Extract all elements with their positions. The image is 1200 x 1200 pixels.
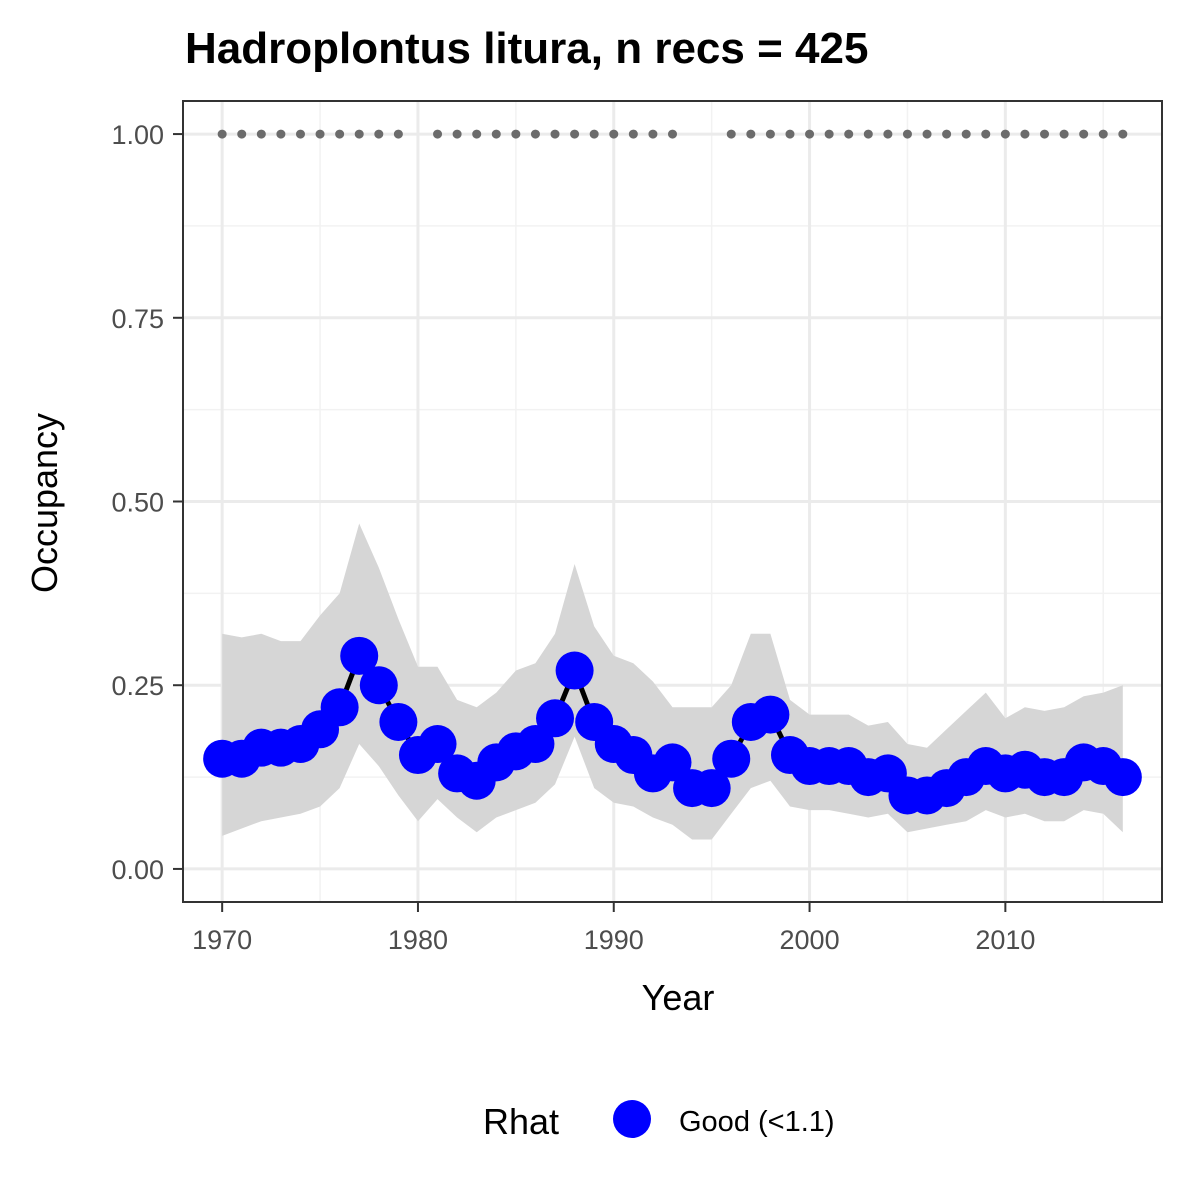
y-axis-tick-label: 0.00 [111, 855, 164, 885]
record-year-dot [452, 129, 462, 139]
legend-label-good: Good (<1.1) [679, 1106, 835, 1138]
record-year-dot [628, 129, 638, 139]
record-year-dot [374, 129, 384, 139]
record-year-dot [589, 129, 599, 139]
chart-title: Hadroplontus litura, n recs = 425 [185, 24, 868, 73]
record-year-dot [217, 129, 227, 139]
axes-layer: 0.00 0.25 0.50 0.75 1.00 1970 1980 1990 2000 2010 [111, 120, 1035, 955]
y-axis-tick-label: 0.50 [111, 488, 164, 518]
record-year-dot [570, 129, 580, 139]
occupancy-point [555, 651, 594, 690]
record-year-dot [824, 129, 834, 139]
record-year-dot [961, 129, 971, 139]
record-year-dot [883, 129, 893, 139]
y-axis-title: Occupancy [24, 413, 65, 593]
record-year-dot [491, 129, 501, 139]
y-axis-tick-label: 0.25 [111, 671, 164, 701]
record-year-dot [530, 129, 540, 139]
occupancy-point [320, 688, 359, 727]
record-years-layer [217, 129, 1128, 139]
record-year-dot [1118, 129, 1128, 139]
x-axis-title: Year [642, 977, 715, 1018]
record-year-dot [1079, 129, 1089, 139]
record-year-dot [472, 129, 482, 139]
occupancy-point [516, 725, 555, 764]
occupancy-point [653, 743, 692, 782]
record-year-dot [902, 129, 912, 139]
x-axis-tick-label: 1990 [584, 925, 644, 955]
occupancy-points-layer [203, 636, 1142, 815]
record-year-dot [550, 129, 560, 139]
record-year-dot [785, 129, 795, 139]
occupancy-point [379, 702, 418, 741]
legend-title: Rhat [483, 1101, 559, 1142]
occupancy-point [418, 725, 457, 764]
legend: Rhat Good (<1.1) [483, 1100, 835, 1142]
record-year-dot [746, 129, 756, 139]
record-year-dot [393, 129, 403, 139]
record-year-dot [1040, 129, 1050, 139]
legend-key-point [613, 1100, 651, 1138]
x-axis-tick-label: 1970 [192, 925, 252, 955]
record-year-dot [256, 129, 266, 139]
record-year-dot [648, 129, 658, 139]
y-axis-tick-label: 1.00 [111, 120, 164, 150]
record-year-dot [237, 129, 247, 139]
record-year-dot [805, 129, 815, 139]
x-axis-tick-label: 1980 [388, 925, 448, 955]
occupancy-point [751, 695, 790, 734]
record-year-dot [1020, 129, 1030, 139]
record-year-dot [668, 129, 677, 139]
record-year-dot [726, 129, 736, 139]
occupancy-point [712, 739, 751, 778]
y-axis-tick-label: 0.75 [111, 304, 164, 334]
record-year-dot [609, 129, 619, 139]
occupancy-point [359, 666, 398, 705]
occupancy-point [1103, 758, 1142, 797]
occupancy-point [536, 699, 575, 738]
record-year-dot [354, 129, 364, 139]
record-year-dot [765, 129, 775, 139]
occupancy-point [692, 769, 731, 808]
record-year-dot [315, 129, 325, 139]
record-year-dot [1059, 129, 1069, 139]
record-year-dot [1000, 129, 1010, 139]
x-axis-tick-label: 2000 [780, 925, 840, 955]
record-year-dot [922, 129, 932, 139]
record-year-dot [276, 129, 286, 139]
record-year-dot [981, 129, 991, 139]
record-year-dot [1098, 129, 1108, 139]
record-year-dot [433, 129, 443, 139]
record-year-dot [844, 129, 854, 139]
record-year-dot [511, 129, 521, 139]
record-year-dot [295, 129, 305, 139]
record-year-dot [863, 129, 873, 139]
record-year-dot [335, 129, 345, 139]
occupancy-point [340, 636, 379, 675]
record-year-dot [942, 129, 952, 139]
x-axis-tick-label: 2010 [975, 925, 1035, 955]
